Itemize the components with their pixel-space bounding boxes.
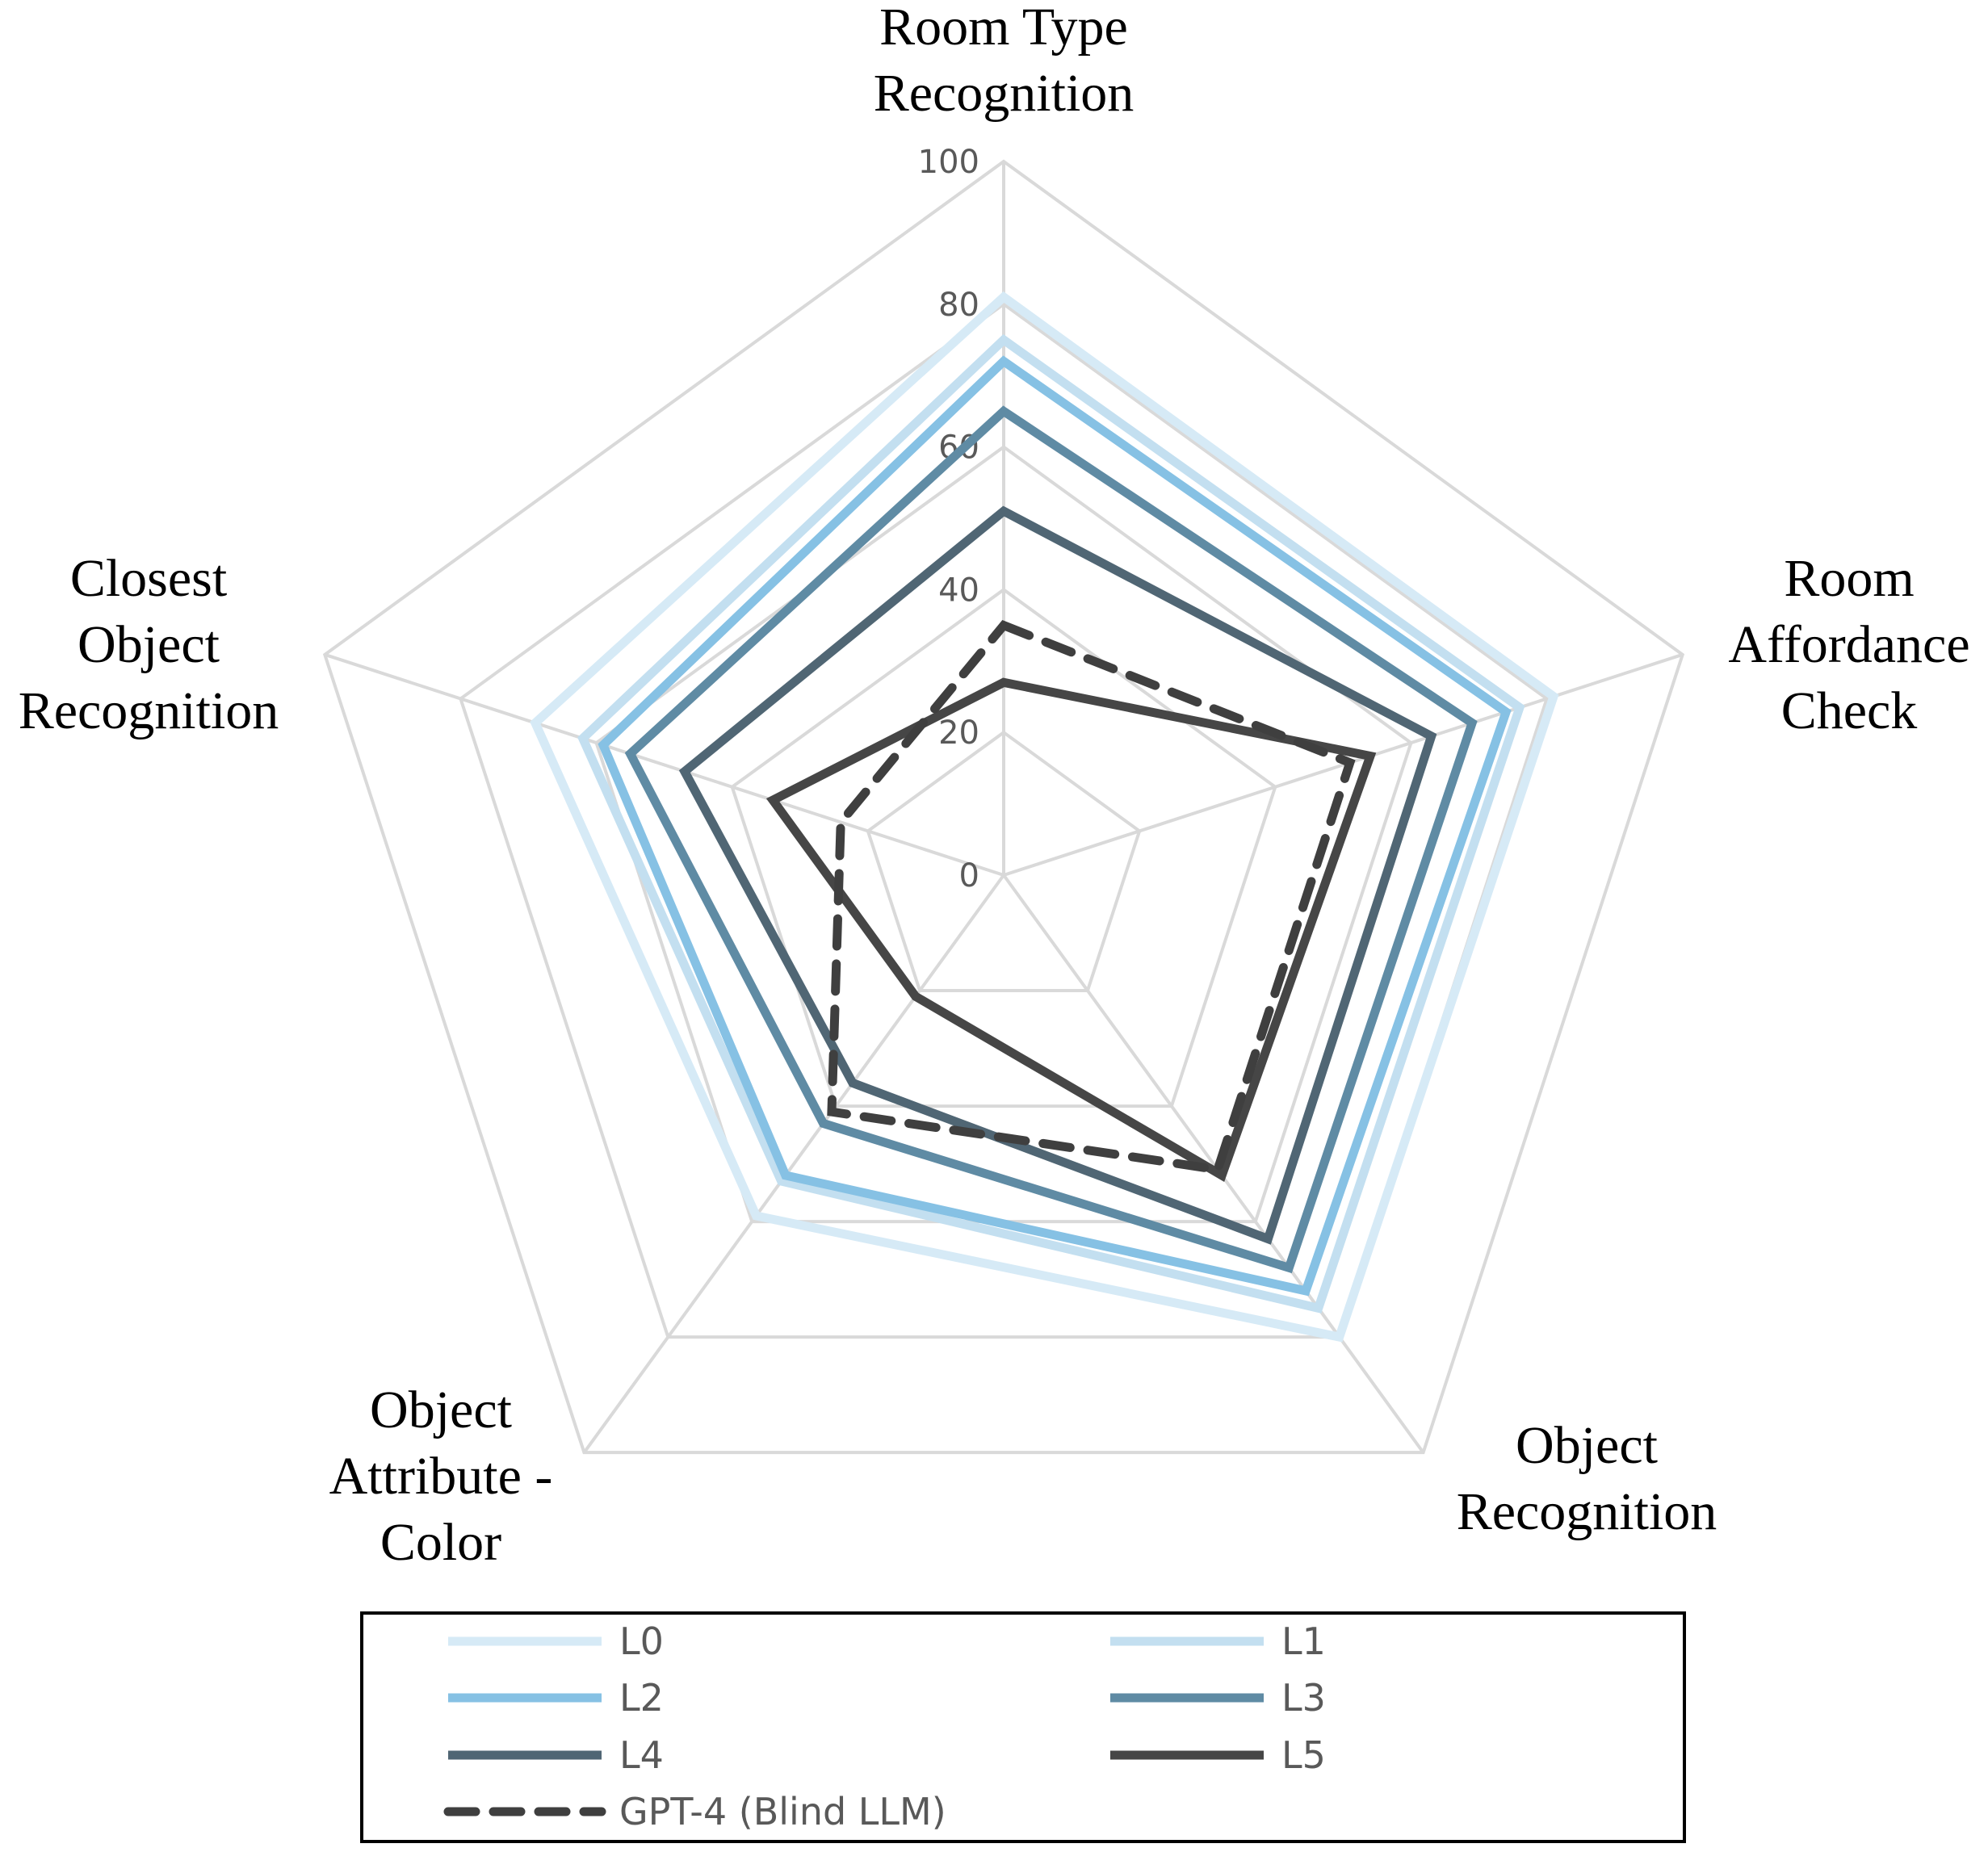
legend-label: L0 (619, 1619, 664, 1663)
legend-item: L3 (1110, 1676, 1326, 1720)
axis-labels: Room Type Recognition Room Affordance Check O… (19, 0, 1970, 1572)
legend-item: L1 (1110, 1619, 1326, 1663)
series-line-l1 (577, 333, 1525, 1314)
axis-spoke (1002, 874, 1425, 1454)
legend-item: L4 (448, 1733, 664, 1777)
axis-label: Room Type Recognition (874, 0, 1135, 123)
series-line-l5 (765, 677, 1377, 1182)
axis-spoke (324, 652, 1004, 877)
legend-box (360, 1611, 1686, 1843)
tick-label: 0 (959, 857, 979, 895)
legend-label: GPT-4 (Blind LLM) (619, 1790, 946, 1833)
legend-item: L0 (448, 1619, 664, 1663)
legend-label: L3 (1281, 1676, 1326, 1720)
tick-label: 80 (938, 287, 979, 324)
grid-ring-80 (459, 302, 1549, 1339)
series-line-l2 (598, 355, 1512, 1297)
legend-label: L1 (1281, 1619, 1326, 1663)
legend-label: L4 (619, 1733, 664, 1777)
legend-label: L2 (619, 1676, 664, 1720)
legend-item: L5 (1110, 1733, 1326, 1777)
axis-label: Room Affordance Check (1728, 549, 1969, 740)
grid-ring-100 (322, 159, 1685, 1455)
legend-item: L2 (448, 1676, 664, 1720)
axis-spoke (582, 874, 1005, 1454)
legend-item: GPT-4 (Blind LLM) (443, 1790, 946, 1833)
series-line-l3 (624, 405, 1478, 1274)
axis-label: Object Attribute -Color (329, 1381, 553, 1572)
tick-label: 100 (918, 144, 979, 181)
series-line-l4 (678, 505, 1437, 1245)
legend-label: L5 (1281, 1733, 1326, 1777)
tick-label: 40 (938, 572, 979, 609)
series-lines (530, 291, 1559, 1343)
legend: L0 L1 L2 L3 L4 L5 GPT-4 (Blind LLM) (360, 1611, 1686, 1843)
axis-spoke (1003, 652, 1684, 877)
axis-label: Object Recognition (1457, 1416, 1717, 1541)
axis-label: Closest Object Recognition (19, 549, 279, 740)
grid-ring-40 (730, 587, 1277, 1108)
tick-label: 20 (938, 714, 979, 752)
radar-grid (322, 159, 1685, 1455)
grid-ring-20 (866, 730, 1142, 993)
series-line-l0 (530, 291, 1559, 1343)
series-line-gpt-4-blind-llm- (827, 620, 1356, 1175)
